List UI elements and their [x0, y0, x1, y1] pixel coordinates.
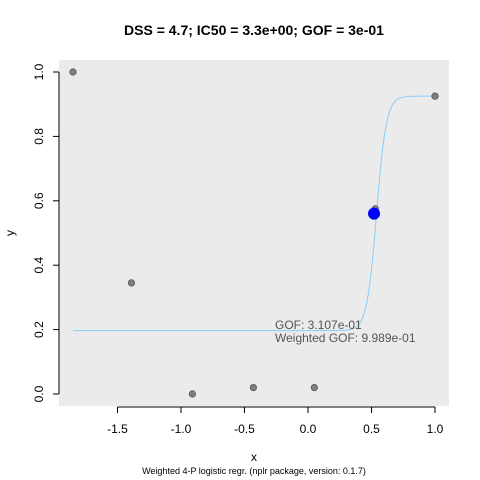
gof-annotation: GOF: 3.107e-01	[275, 318, 362, 332]
x-tick-label: -1.5	[107, 422, 128, 436]
caption: Weighted 4-P logistic regr. (nplr packag…	[142, 466, 366, 476]
weighted-gof-annotation: Weighted GOF: 9.989e-01	[275, 331, 416, 345]
y-axis-label: y	[3, 230, 17, 236]
data-point	[69, 68, 77, 76]
fit-curve	[73, 95, 435, 332]
y-tick-label: 0.6	[32, 192, 46, 209]
x-tick-label: 1.0	[427, 422, 444, 436]
data-point	[249, 383, 257, 392]
data-point	[127, 279, 136, 287]
ic50-point	[368, 207, 381, 220]
x-tick-label: -0.5	[234, 422, 255, 436]
x-tick-label: 0.5	[363, 422, 380, 436]
y-tick-label: 0.8	[32, 128, 46, 145]
chart-title: DSS = 4.7; IC50 = 3.3e+00; GOF = 3e-01	[124, 22, 384, 38]
x-axis: -1.5 -1.0 -0.5 0.0 0.5 1.0	[107, 406, 444, 436]
x-tick-label: 0.0	[300, 422, 317, 436]
plot-panel	[59, 60, 449, 406]
data-point	[431, 92, 439, 100]
y-tick-label: 0.0	[32, 385, 46, 402]
y-axis: 0.0 0.2 0.4 0.6 0.8 1.0	[32, 63, 60, 402]
y-tick-label: 1.0	[32, 63, 46, 80]
x-axis-label: x	[251, 450, 257, 464]
data-point	[310, 383, 318, 392]
data-point	[188, 390, 196, 398]
y-tick-label: 0.2	[32, 321, 46, 338]
y-tick-label: 0.4	[32, 257, 46, 274]
x-tick-label: -1.0	[171, 422, 192, 436]
